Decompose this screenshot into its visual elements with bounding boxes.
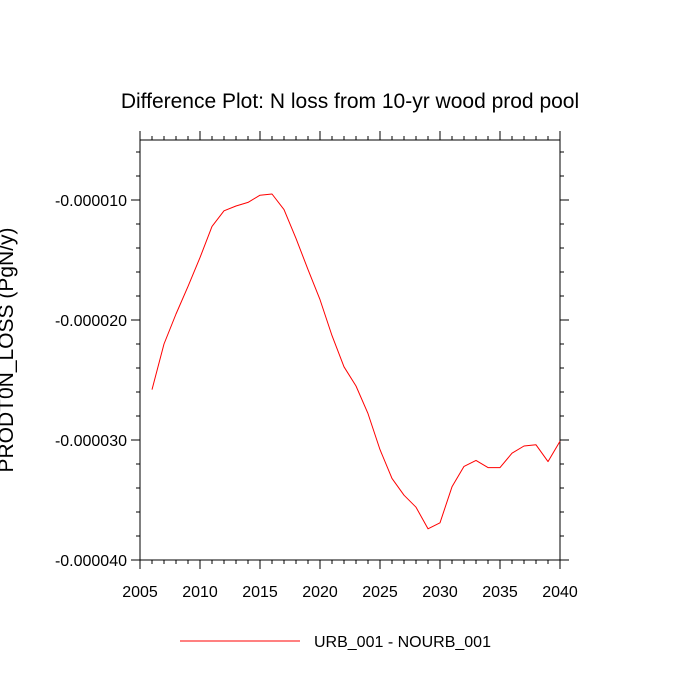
- x-tick-label: 2040: [542, 584, 578, 601]
- y-axis-label: PRODT0N_LOSS (PgN/y): [0, 227, 18, 472]
- y-tick-label: -0.000010: [55, 193, 127, 210]
- x-tick-label: 2020: [302, 584, 338, 601]
- x-tick-label: 2010: [182, 584, 218, 601]
- y-tick-label: -0.000020: [55, 313, 127, 330]
- plot-border: [139, 139, 561, 561]
- plot-area: [139, 139, 561, 561]
- x-tick-label: 2030: [422, 584, 458, 601]
- minor-ticks: [136, 136, 564, 564]
- legend-label: URB_001 - NOURB_001: [314, 634, 491, 651]
- x-axis: 2005 2010 2015 2020 2025 2030 2035 2040: [122, 131, 578, 601]
- y-tick-label: -0.000040: [55, 553, 127, 570]
- x-tick-label: 2015: [242, 584, 278, 601]
- series-line: [151, 193, 561, 530]
- x-tick-label: 2005: [122, 584, 158, 601]
- series-lines: [151, 193, 561, 530]
- chart-title: Difference Plot: N loss from 10-yr wood …: [121, 90, 579, 113]
- y-axis: -0.000010 -0.000020 -0.000030 -0.000040: [55, 193, 569, 570]
- y-tick-label: -0.000030: [55, 433, 127, 450]
- x-tick-label: 2025: [362, 584, 398, 601]
- legend: URB_001 - NOURB_001: [180, 634, 491, 651]
- x-tick-label: 2035: [482, 584, 518, 601]
